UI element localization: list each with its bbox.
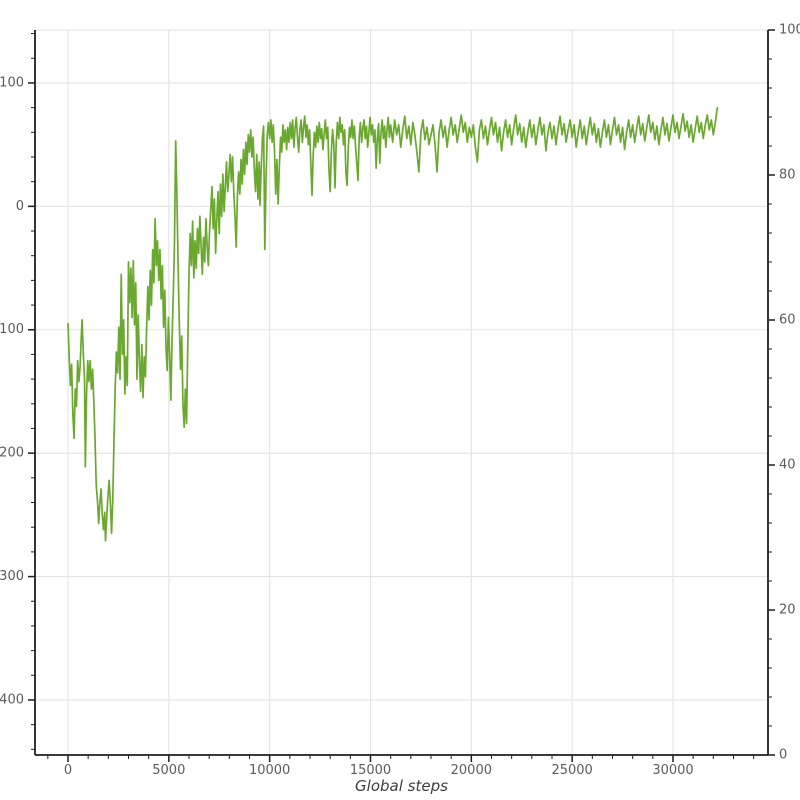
y-right-tick-label: 0 xyxy=(779,748,787,763)
x-tick-label: 0 xyxy=(64,763,72,778)
reward-line xyxy=(67,106,719,542)
x-tick-label: 30000 xyxy=(652,763,693,778)
x-tick-label: 15000 xyxy=(350,763,391,778)
x-tick-label: 10000 xyxy=(249,763,290,778)
y-right-tick-label: 100 xyxy=(779,23,800,38)
y-right-tick-label: 60 xyxy=(779,313,796,328)
axes-layer: 0 5000 10000 15000 20000 25000 30000 100 0 −100 −2… xyxy=(0,23,800,779)
y-left-tick-label: −200 xyxy=(0,446,24,461)
y-left-tick-label: 100 xyxy=(0,75,24,90)
x-tick-label: 5000 xyxy=(152,763,185,778)
y-right-tick-label: 80 xyxy=(779,168,796,183)
x-tick-label: 20000 xyxy=(451,763,492,778)
gridlines xyxy=(35,29,768,755)
x-axis-title: Global steps xyxy=(355,777,448,795)
y-left-tick-label: 0 xyxy=(16,199,24,214)
data-series-layer xyxy=(67,106,719,542)
y-left-tick-label: −400 xyxy=(0,692,24,707)
y-left-tick-label: −300 xyxy=(0,569,24,584)
y-left-tick-label: −100 xyxy=(0,322,24,337)
y-right-tick-label: 20 xyxy=(779,603,796,618)
x-tick-label: 25000 xyxy=(551,763,592,778)
y-right-tick-label: 40 xyxy=(779,458,796,473)
